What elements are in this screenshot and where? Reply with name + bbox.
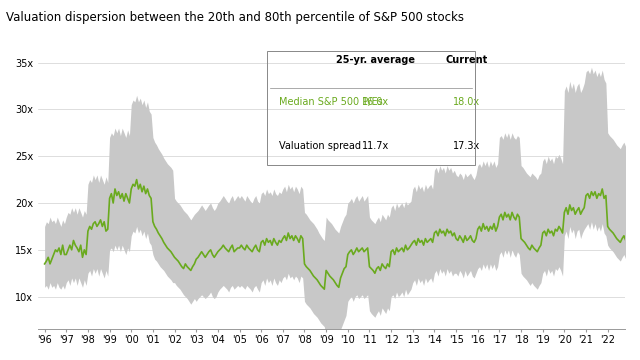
Text: 18.0x: 18.0x	[453, 96, 480, 107]
Text: Valuation dispersion between the 20th and 80th percentile of S&P 500 stocks: Valuation dispersion between the 20th an…	[6, 11, 465, 24]
Text: Valuation spread: Valuation spread	[279, 141, 361, 151]
Text: Median S&P 500 P/Es: Median S&P 500 P/Es	[279, 96, 383, 107]
Text: 11.7x: 11.7x	[362, 141, 389, 151]
Text: 25-yr. average: 25-yr. average	[336, 55, 415, 65]
Text: 17.3x: 17.3x	[453, 141, 480, 151]
Text: 16.0x: 16.0x	[362, 96, 389, 107]
Text: Current: Current	[445, 55, 488, 65]
